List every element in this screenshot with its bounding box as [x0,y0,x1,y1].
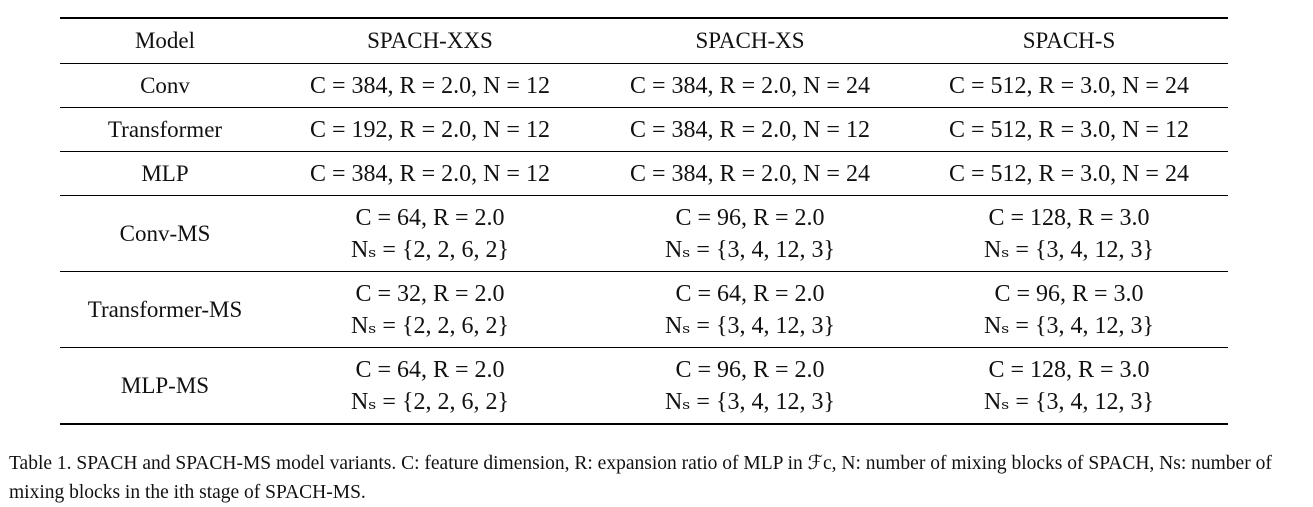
config-cell: C = 96, R = 2.0 Nₛ = {3, 4, 12, 3} [590,195,910,272]
model-name-cell: Transformer-MS [60,271,270,348]
config-cell: C = 384, R = 2.0, N = 24 [590,63,910,108]
header-spach-xxs: SPACH-XXS [270,17,590,64]
model-name-cell: Transformer [60,107,270,152]
config-cell: C = 64, R = 2.0 Nₛ = {2, 2, 6, 2} [270,195,590,272]
config-line: C = 384, R = 2.0, N = 12 [630,116,870,143]
config-cell: C = 64, R = 2.0 Nₛ = {3, 4, 12, 3} [590,271,910,348]
table-row: Transformer C = 192, R = 2.0, N = 12 C = 3… [60,107,1228,152]
config-cell: C = 128, R = 3.0 Nₛ = {3, 4, 12, 3} [910,347,1228,425]
config-line: Nₛ = {2, 2, 6, 2} [351,388,509,415]
config-cell: C = 192, R = 2.0, N = 12 [270,107,590,152]
config-line: C = 64, R = 2.0 [355,356,505,383]
table-body: Conv C = 384, R = 2.0, N = 12 C = 384, R =… [60,63,1228,425]
config-line: C = 96, R = 2.0 [675,204,825,231]
config-line: C = 64, R = 2.0 [675,280,825,307]
model-name-cell: Conv-MS [60,195,270,272]
model-variants-table: Model SPACH-XXS SPACH-XS SPACH-S Conv C =… [60,17,1228,425]
model-name-cell: Conv [60,63,270,108]
config-cell: C = 384, R = 2.0, N = 12 [270,63,590,108]
config-line: C = 64, R = 2.0 [355,204,505,231]
config-line: C = 32, R = 2.0 [355,280,505,307]
config-line: C = 96, R = 2.0 [675,356,825,383]
config-line: C = 512, R = 3.0, N = 12 [949,116,1189,143]
config-cell: C = 64, R = 2.0 Nₛ = {2, 2, 6, 2} [270,347,590,425]
header-spach-s: SPACH-S [910,17,1228,64]
table-row: MLP C = 384, R = 2.0, N = 12 C = 384, R = … [60,151,1228,196]
table-caption: Table 1. SPACH and SPACH-MS model varian… [9,453,1272,503]
config-line: C = 384, R = 2.0, N = 24 [630,72,870,99]
config-line: Nₛ = {3, 4, 12, 3} [984,312,1154,339]
table-row: MLP-MS C = 64, R = 2.0 Nₛ = {2, 2, 6, 2} C … [60,347,1228,425]
config-line: Nₛ = {2, 2, 6, 2} [351,236,509,263]
config-cell: C = 384, R = 2.0, N = 12 [270,151,590,196]
config-cell: C = 512, R = 3.0, N = 24 [910,63,1228,108]
config-cell: C = 128, R = 3.0 Nₛ = {3, 4, 12, 3} [910,195,1228,272]
table-row: Conv-MS C = 64, R = 2.0 Nₛ = {2, 2, 6, 2} C… [60,195,1228,272]
config-line: Nₛ = {3, 4, 12, 3} [984,236,1154,263]
model-name-cell: MLP-MS [60,347,270,425]
config-line: C = 512, R = 3.0, N = 24 [949,160,1189,187]
config-line: C = 384, R = 2.0, N = 12 [310,72,550,99]
config-line: C = 128, R = 3.0 [988,356,1150,383]
table-header-row: Model SPACH-XXS SPACH-XS SPACH-S [60,17,1228,64]
config-cell: C = 384, R = 2.0, N = 12 [590,107,910,152]
config-line: Nₛ = {3, 4, 12, 3} [665,388,835,415]
config-cell: C = 96, R = 3.0 Nₛ = {3, 4, 12, 3} [910,271,1228,348]
config-line: Nₛ = {2, 2, 6, 2} [351,312,509,339]
config-line: C = 512, R = 3.0, N = 24 [949,72,1189,99]
config-line: Nₛ = {3, 4, 12, 3} [665,236,835,263]
config-cell: C = 512, R = 3.0, N = 12 [910,107,1228,152]
table-row: Conv C = 384, R = 2.0, N = 12 C = 384, R =… [60,63,1228,108]
config-line: C = 128, R = 3.0 [988,204,1150,231]
config-line: C = 192, R = 2.0, N = 12 [310,116,550,143]
config-cell: C = 96, R = 2.0 Nₛ = {3, 4, 12, 3} [590,347,910,425]
table-row: Transformer-MS C = 32, R = 2.0 Nₛ = {2, 2,… [60,271,1228,348]
model-variants-table-container: Model SPACH-XXS SPACH-XS SPACH-S Conv C =… [60,17,1228,425]
config-line: C = 96, R = 3.0 [994,280,1144,307]
config-cell: C = 512, R = 3.0, N = 24 [910,151,1228,196]
config-line: C = 384, R = 2.0, N = 12 [310,160,550,187]
model-name-cell: MLP [60,151,270,196]
config-line: Nₛ = {3, 4, 12, 3} [984,388,1154,415]
header-model: Model [60,17,270,64]
config-line: C = 384, R = 2.0, N = 24 [630,160,870,187]
config-cell: C = 384, R = 2.0, N = 24 [590,151,910,196]
config-line: Nₛ = {3, 4, 12, 3} [665,312,835,339]
header-spach-xs: SPACH-XS [590,17,910,64]
config-cell: C = 32, R = 2.0 Nₛ = {2, 2, 6, 2} [270,271,590,348]
